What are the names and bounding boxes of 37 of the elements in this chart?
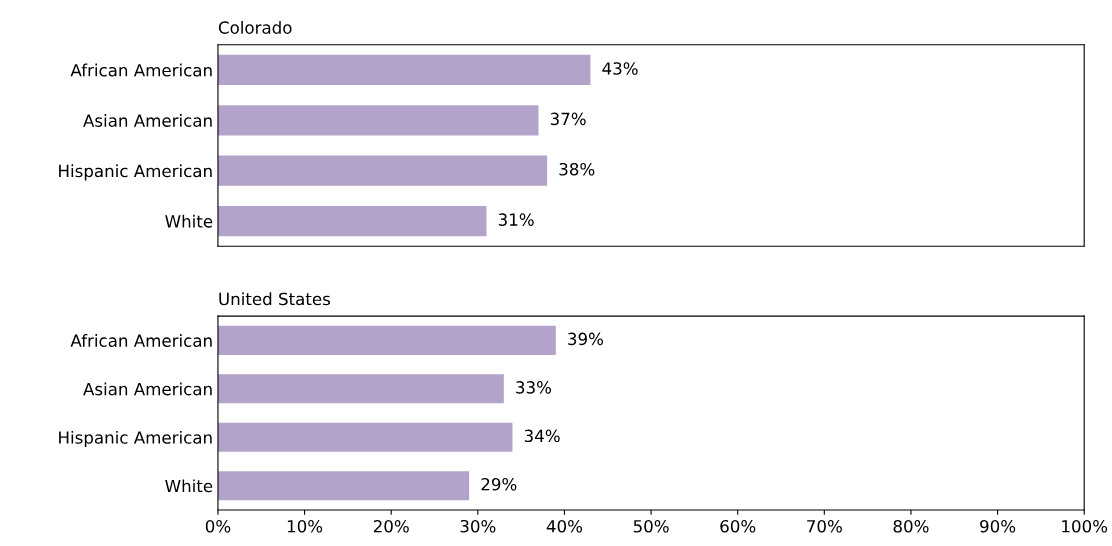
y-tick-label: Asian American bbox=[83, 113, 212, 127]
data-label: 38% bbox=[559, 162, 595, 176]
data-label: 29% bbox=[481, 477, 517, 491]
x-tick-label: 0% bbox=[205, 519, 231, 533]
x-tick-label: 80% bbox=[893, 519, 929, 533]
y-tick-label: White bbox=[165, 214, 213, 228]
x-tick-label: 10% bbox=[287, 519, 323, 533]
bar bbox=[217, 105, 539, 136]
bar bbox=[217, 325, 556, 355]
data-label: 31% bbox=[498, 213, 534, 226]
x-tick-label: 60% bbox=[720, 519, 756, 533]
y-tick-label: African American bbox=[70, 334, 212, 347]
x-tick-label: 50% bbox=[633, 519, 669, 533]
x-tick-label: 100% bbox=[1062, 519, 1108, 533]
chart-title: Colorado bbox=[218, 21, 292, 34]
y-tick-label: Asian American bbox=[83, 382, 212, 396]
data-label: 39% bbox=[568, 332, 604, 346]
x-tick-label: 70% bbox=[807, 519, 842, 533]
data-label: 34% bbox=[524, 429, 560, 443]
data-label: 33% bbox=[516, 381, 552, 394]
chart-title: United States bbox=[219, 292, 330, 306]
bar bbox=[217, 422, 513, 452]
bar bbox=[217, 205, 487, 237]
y-tick-label: Hispanic American bbox=[59, 164, 212, 181]
bar bbox=[217, 54, 591, 86]
bar bbox=[217, 471, 470, 501]
x-tick-label: 30% bbox=[460, 519, 496, 533]
data-label: 37% bbox=[550, 112, 586, 126]
y-tick-label: Hispanic American bbox=[59, 430, 212, 448]
y-tick-label: African American bbox=[70, 63, 212, 77]
data-label: 43% bbox=[602, 62, 638, 75]
bar bbox=[217, 155, 548, 186]
x-tick-label: 40% bbox=[546, 519, 583, 533]
bar bbox=[217, 374, 504, 404]
x-tick-label: 90% bbox=[980, 519, 1016, 533]
y-tick-label: White bbox=[165, 479, 213, 493]
x-tick-label: 20% bbox=[373, 519, 409, 533]
